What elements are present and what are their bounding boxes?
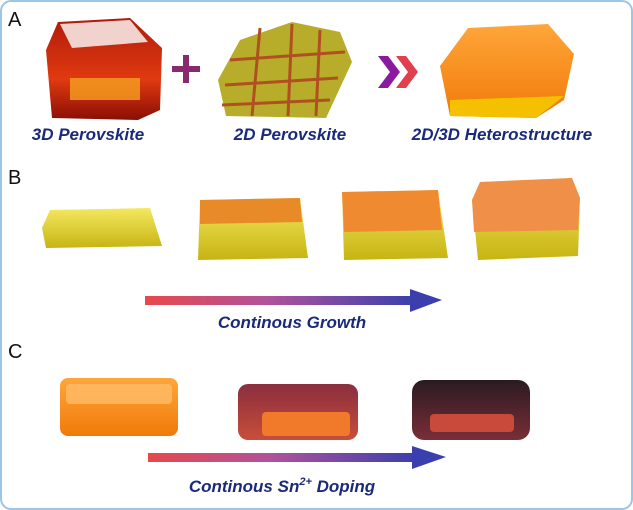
crystal-c1 (60, 378, 178, 436)
crystal-heterostructure (440, 24, 574, 118)
caption: 2D Perovskite (233, 125, 346, 144)
panel-label: B (8, 167, 21, 189)
crystal-b3 (342, 190, 448, 260)
crystal-3d (46, 18, 162, 120)
crystal-b4 (472, 178, 580, 260)
crystal-c2 (238, 384, 358, 440)
arrow-caption: Continous Growth (218, 313, 366, 332)
arrow (148, 446, 446, 469)
panel-label: C (8, 341, 22, 363)
panel-label: A (8, 9, 22, 31)
plus (172, 55, 200, 83)
crystal-b1 (42, 208, 162, 248)
crystal-c3 (412, 380, 530, 440)
arrow (145, 289, 442, 312)
caption-suffix: Doping (312, 477, 376, 496)
caption: 2D/3D Heterostructure (411, 125, 592, 144)
caption: 3D Perovskite (32, 125, 144, 144)
crystal-2d (218, 22, 352, 118)
superscript: 2+ (298, 476, 312, 488)
caption-text: Continous Sn (189, 477, 299, 496)
crystal-b2 (198, 198, 308, 260)
arrow-caption: Continous Sn2+ Doping (189, 476, 376, 496)
chevrons (378, 56, 418, 88)
